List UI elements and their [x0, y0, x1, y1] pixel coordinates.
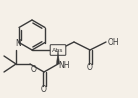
Text: O: O [31, 65, 37, 74]
Polygon shape [56, 50, 59, 64]
FancyBboxPatch shape [50, 45, 66, 55]
Text: NH: NH [58, 60, 70, 69]
Text: Abs: Abs [52, 48, 64, 53]
Text: O: O [87, 64, 93, 73]
Text: O: O [41, 85, 47, 94]
Text: N: N [16, 39, 21, 48]
Text: OH: OH [107, 38, 119, 46]
